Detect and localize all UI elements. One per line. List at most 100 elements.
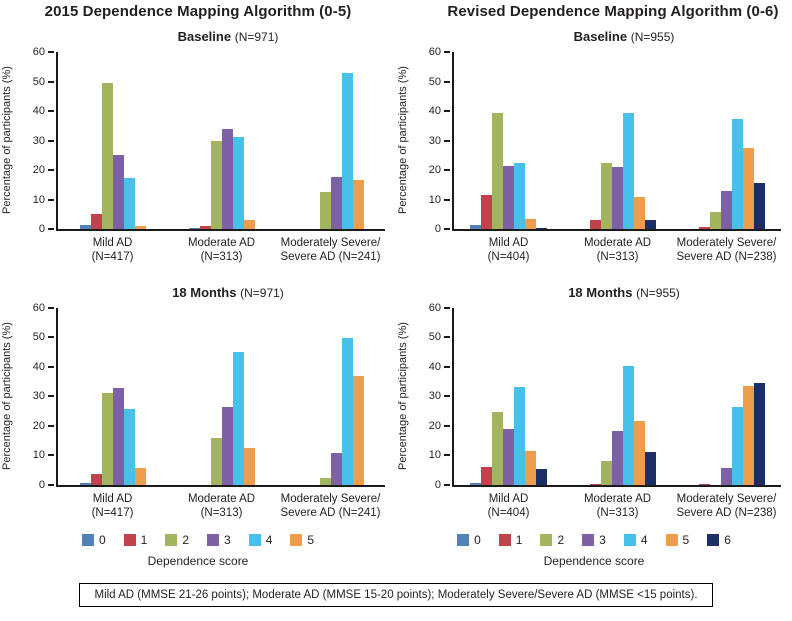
y-tick-label: 60 [428,46,441,58]
category-label: Moderate AD (N=313) [583,237,652,264]
y-tick-mark [48,110,54,112]
bar-score-3 [330,453,342,485]
legend-swatch [707,533,720,546]
legend-item: 3 [207,533,231,547]
y-tick-mark [48,198,54,201]
y-tick-label: 60 [428,301,441,314]
bar-groups [454,308,781,485]
legend: 0 1 2 3 4 5 [0,533,396,547]
legend-item: 0 [81,533,106,547]
category-label: Moderately Severe/Severe AD (N=241) [280,492,381,520]
y-tick-mark [444,395,450,398]
legend-item-label: 2 [557,532,565,547]
panel-subtitle-n: (N=971) [234,30,279,44]
y-tick-label: 0 [434,478,441,491]
bar-group [276,52,385,229]
bar-score-0 [470,224,481,229]
bar-score-3 [721,190,732,229]
bar-group [563,52,672,229]
bar-score-5 [634,421,645,485]
bar-groups [454,52,781,229]
bar-score-4 [732,118,743,229]
legend-swatch [165,533,178,546]
bar-score-3 [721,468,732,485]
column-title: 2015 Dependence Mapping Algorithm (0-5) [44,3,352,20]
legend-swatch [81,533,94,546]
y-tick-mark [48,483,54,486]
bar-score-6 [645,219,656,229]
y-tick-mark [48,169,54,171]
bar-score-0 [188,228,200,229]
chart-panel: 18 Months (N=955) Percentage of participa… [396,285,792,521]
bar-score-4 [514,163,525,229]
y-tick-label: 30 [428,390,441,403]
y-tick-mark [48,80,54,83]
bar-group [672,52,781,229]
bar-score-2 [710,211,721,229]
y-tick-mark [48,365,54,368]
y-tick-label: 10 [32,449,45,462]
y-tick-mark [444,424,450,427]
bar-groups [58,52,385,229]
panel-stack: Baseline (N=971) Percentage of participan… [0,29,396,521]
y-tick-label: 50 [32,331,45,344]
category-labels: Mild AD (N=417) Moderate AD (N=313) Moderate… [58,492,385,521]
footnote-row: Mild AD (MMSE 21-26 points); Moderate AD… [0,582,792,607]
category-label: Moderate AD (N=313) [187,237,256,264]
bar-score-5 [243,448,255,485]
bar-group [672,308,781,485]
plot-area: 0 10 20 30 40 50 60 [33,302,385,491]
y-tick-label: 10 [32,193,45,206]
bar-group [454,52,563,229]
y-tick-label: 20 [32,419,45,432]
category-label: Moderately Severe/Severe AD (N=238) [676,237,777,264]
bar-score-1 [199,226,211,229]
bar-score-5 [525,218,536,229]
bar-score-5 [743,148,754,229]
bar-score-1 [699,483,710,485]
panel-stack: Baseline (N=955) Percentage of participan… [396,29,792,521]
bar-score-5 [525,451,536,485]
bar-score-3 [503,429,514,485]
panel-subtitle-n: (N=971) [240,285,284,300]
bar-group [58,52,167,229]
y-tick-label: 40 [428,105,441,117]
bar-score-0 [470,483,481,485]
panel-subtitle-bold: 18 Months [568,284,633,300]
bar-score-5 [243,219,255,229]
plot-row: Percentage of participants (%) 0 10 20 30 40 5… [396,302,792,491]
legend-item: 3 [582,533,606,547]
y-tick-mark [48,454,54,457]
y-tick-label: 20 [32,164,45,176]
chart-panel: Baseline (N=955) Percentage of participan… [396,29,792,265]
panel-subtitle-n: (N=955) [630,30,675,44]
bar-score-4 [623,365,634,485]
legend: 0 1 2 3 4 5 6 [396,533,792,547]
category-label: Moderate AD (N=313) [187,492,256,520]
y-tick-mark [444,454,450,457]
bar-group [276,308,385,485]
bar-score-3 [612,431,623,485]
column-revised-algorithm: Revised Dependence Mapping Algorithm (0-… [396,0,792,568]
y-axis-label: Percentage of participants (%) [1,66,13,215]
bar-score-3 [612,166,623,229]
bar-score-4 [623,113,634,229]
bar-group [563,308,672,485]
legend-title: Dependence score [543,553,645,568]
panel-subtitle: Baseline (N=971) [0,29,396,44]
legend-item: 2 [540,533,564,547]
bar-score-6 [754,382,765,485]
y-tick-mark [48,228,54,230]
bar-score-4 [341,338,353,485]
bar-score-5 [134,226,146,229]
plot-row: Percentage of participants (%) 0 10 20 30 40 5… [396,46,792,235]
y-tick-label: 10 [428,193,441,206]
bar-score-3 [503,166,514,229]
bar-group [167,308,276,485]
bar-score-2 [492,112,503,229]
plot-row: Percentage of participants (%) 0 10 20 30 40 5… [0,302,396,491]
bar-score-5 [352,180,364,229]
column-2015-algorithm: 2015 Dependence Mapping Algorithm (0-5) … [0,0,396,568]
y-tick-label: 10 [428,449,441,462]
